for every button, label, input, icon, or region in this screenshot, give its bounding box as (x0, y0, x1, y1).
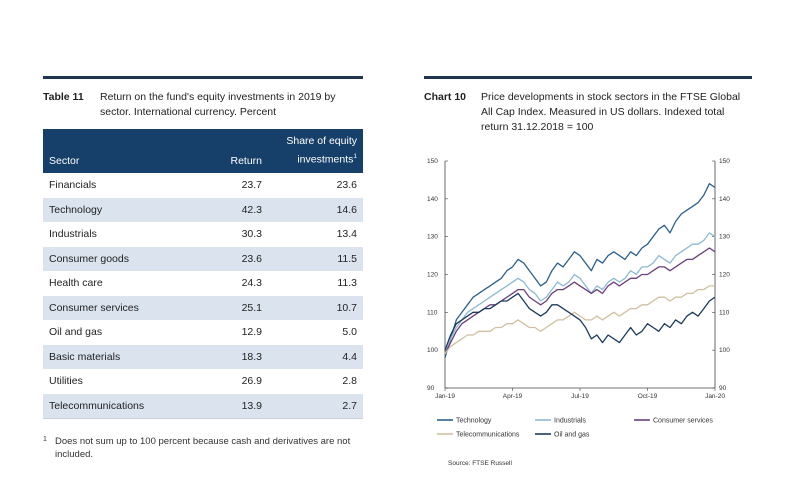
series-line-consumer-services (444, 247, 716, 355)
cell-sector: Health care (49, 277, 103, 290)
header-share-text: Share of equity investments (286, 134, 357, 166)
y-tick-label-right: 100 (719, 347, 730, 354)
x-tick-label: Jan-19 (435, 393, 455, 400)
cell-share: 2.7 (268, 393, 363, 419)
table-header-row: Sector Return Share of equity investment… (43, 129, 363, 173)
cell-sector: Utilities (49, 375, 83, 388)
cell-sector: Telecommunications (43, 393, 178, 419)
cell-return: 23.7 (241, 179, 262, 192)
footnote-mark: 1 (43, 435, 47, 443)
table-panel: Table 11 Return on the fund's equity inv… (43, 76, 363, 461)
cell-share: 13.4 (336, 228, 357, 241)
table-row: Oil and gas 12.9 5.0 (43, 320, 363, 345)
cell-sector: Basic materials (49, 350, 121, 363)
y-tick-label-right: 120 (719, 272, 730, 279)
cell-sector: Oil and gas (49, 326, 103, 339)
series-line-technology (444, 183, 716, 358)
cell-return: 25.1 (241, 301, 262, 314)
chart-axes: 90 90 100 100 110 110 120 120 130 130 140 140 150 150… (427, 158, 730, 400)
header-share-sup: 1 (353, 152, 357, 160)
y-tick-label-left: 90 (427, 385, 435, 392)
x-tick-label: Jan-20 (705, 393, 725, 400)
cell-return: 12.9 (241, 326, 262, 339)
table-row: Basic materials 18.3 4.4 (43, 344, 363, 369)
cell-return: 13.9 (178, 393, 268, 419)
table-row: Health care 24.3 11.3 (43, 271, 363, 296)
legend-label-industrials: Industrials (554, 418, 586, 425)
header-sector: Sector (49, 155, 80, 167)
legend-label-oil-and-gas: Oil and gas (554, 432, 590, 439)
series-line-telecommunications (444, 285, 715, 355)
chart-legend: Technology Industrials Consumer services Te… (437, 418, 713, 439)
y-tick-label-right: 130 (719, 234, 730, 241)
footnote-text: Does not sum up to 100 percent because c… (55, 435, 351, 460)
x-tick-label: Jul-19 (571, 393, 589, 400)
cell-return: 42.3 (241, 203, 262, 216)
header-share: Share of equity investments1 (268, 129, 363, 173)
y-tick-label-left: 100 (427, 347, 438, 354)
cell-share: 14.6 (336, 203, 357, 216)
chart-lines (444, 183, 716, 358)
legend-label-consumer-services: Consumer services (653, 418, 713, 425)
table-caption: Table 11 Return on the fund's equity inv… (43, 90, 363, 120)
cell-sector: Financials (49, 179, 97, 192)
cell-share: 10.7 (336, 301, 357, 314)
y-tick-label-right: 90 (719, 385, 727, 392)
cell-return: 30.3 (241, 228, 262, 241)
cell-share: 4.4 (342, 350, 357, 363)
table-row: Technology 42.3 14.6 (43, 197, 363, 222)
legend-label-technology: Technology (456, 418, 492, 425)
chart-top-rule (424, 76, 752, 79)
table-row: Utilities 26.9 2.8 (43, 369, 363, 394)
table-row: Consumer services 25.1 10.7 (43, 295, 363, 320)
sector-return-table: Sector Return Share of equity investment… (43, 129, 363, 419)
series-line-industrials (444, 232, 716, 355)
table-top-rule (43, 76, 363, 79)
cell-return: 26.9 (241, 375, 262, 388)
chart-source: Source: FTSE Russell (448, 460, 512, 467)
table-footnote: 1 Does not sum up to 100 percent because… (43, 435, 363, 461)
legend-label-telecommunications: Telecommunications (456, 432, 520, 439)
cell-share: 23.6 (336, 179, 357, 192)
y-tick-label-right: 140 (719, 196, 730, 203)
table-row: Industrials 30.3 13.4 (43, 222, 363, 247)
x-tick-label: Apr-19 (503, 393, 523, 400)
y-tick-label-left: 120 (427, 272, 438, 279)
table-body: Financials 23.7 23.6 Technology 42.3 14.6 Indu… (43, 173, 363, 419)
cell-sector: Consumer services (49, 301, 139, 314)
table-number: Table 11 (43, 91, 84, 103)
cell-return: 24.3 (241, 277, 262, 290)
cell-sector: Industrials (49, 228, 97, 241)
chart-caption-text: Price developments in stock sectors in t… (481, 91, 741, 133)
cell-return: 18.3 (241, 350, 262, 363)
cell-sector: Technology (49, 203, 103, 216)
y-tick-label-right: 150 (719, 158, 730, 165)
cell-share: 11.5 (337, 252, 357, 265)
series-line-oil-and-gas (444, 292, 716, 351)
table-caption-text: Return on the fund's equity investments … (100, 91, 336, 118)
cell-sector: Consumer goods (49, 252, 129, 265)
chart-number: Chart 10 (424, 91, 467, 103)
y-tick-label-left: 130 (427, 234, 438, 241)
chart-panel: Chart 10 Price developments in stock sec… (424, 76, 752, 135)
y-tick-label-right: 110 (719, 309, 730, 316)
cell-return: 23.6 (241, 252, 262, 265)
table-row: Consumer goods 23.6 11.5 (43, 246, 363, 271)
table-row: Financials 23.7 23.6 (43, 173, 363, 198)
x-tick-label: Oct-19 (638, 393, 658, 400)
y-tick-label-left: 150 (427, 158, 438, 165)
chart-caption: Chart 10 Price developments in stock sec… (424, 90, 752, 135)
cell-share: 2.8 (342, 375, 357, 388)
cell-share: 11.3 (337, 277, 357, 290)
y-tick-label-left: 110 (427, 309, 438, 316)
table-row: Telecommunications 13.9 2.7 (43, 393, 363, 419)
y-tick-label-left: 140 (427, 196, 438, 203)
cell-share: 5.0 (342, 326, 357, 339)
header-return: Return (230, 155, 262, 167)
